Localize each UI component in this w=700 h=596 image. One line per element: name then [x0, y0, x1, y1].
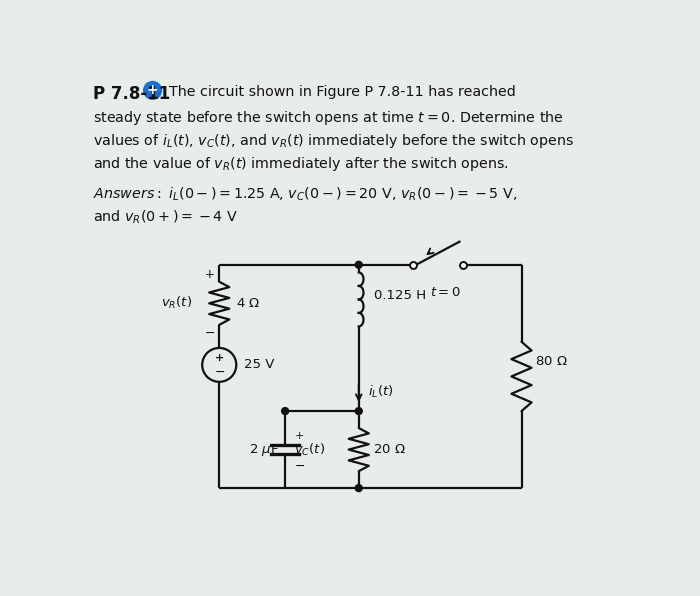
Text: 80 $\Omega$: 80 $\Omega$	[536, 355, 568, 368]
Text: $-$: $-$	[295, 458, 305, 471]
Circle shape	[281, 408, 288, 415]
Circle shape	[356, 261, 362, 268]
Text: +: +	[205, 268, 215, 281]
Text: and $v_R(0+) = -4$ V: and $v_R(0+) = -4$ V	[93, 209, 238, 226]
Text: $v_R(t)$: $v_R(t)$	[161, 295, 192, 311]
Text: +: +	[147, 83, 158, 97]
Text: $-$: $-$	[214, 365, 225, 378]
Text: 2 $\mu$F: 2 $\mu$F	[249, 442, 279, 458]
Text: +: +	[215, 353, 224, 363]
Text: $-$: $-$	[204, 326, 216, 339]
Text: 0.125 H: 0.125 H	[374, 289, 426, 302]
Text: P 7.8-11: P 7.8-11	[93, 85, 170, 103]
Text: steady state before the switch opens at time $t = 0$. Determine the: steady state before the switch opens at …	[93, 109, 564, 128]
Text: $v_C(t)$: $v_C(t)$	[295, 442, 326, 458]
Text: +: +	[295, 431, 304, 440]
Text: $t = 0$: $t = 0$	[430, 286, 461, 299]
Text: values of $i_L(t)$, $v_C(t)$, and $v_R(t)$ immediately before the switch opens: values of $i_L(t)$, $v_C(t)$, and $v_R(t…	[93, 132, 574, 150]
Text: and the value of $v_R(t)$ immediately after the switch opens.: and the value of $v_R(t)$ immediately af…	[93, 156, 509, 173]
Text: 4 $\Omega$: 4 $\Omega$	[237, 297, 260, 310]
Text: 20 $\Omega$: 20 $\Omega$	[372, 443, 405, 456]
Text: $i_L(t)$: $i_L(t)$	[368, 384, 393, 400]
Text: $\it{Answers:}$ $i_L(0-) = 1.25$ A, $v_C(0-) = 20$ V, $v_R(0-) = -5$ V,: $\it{Answers:}$ $i_L(0-) = 1.25$ A, $v_C…	[93, 185, 517, 203]
Text: The circuit shown in Figure P 7.8-11 has reached: The circuit shown in Figure P 7.8-11 has…	[169, 85, 516, 100]
Circle shape	[356, 485, 362, 492]
Circle shape	[144, 82, 162, 100]
Text: 25 V: 25 V	[244, 358, 274, 371]
Circle shape	[356, 408, 362, 415]
